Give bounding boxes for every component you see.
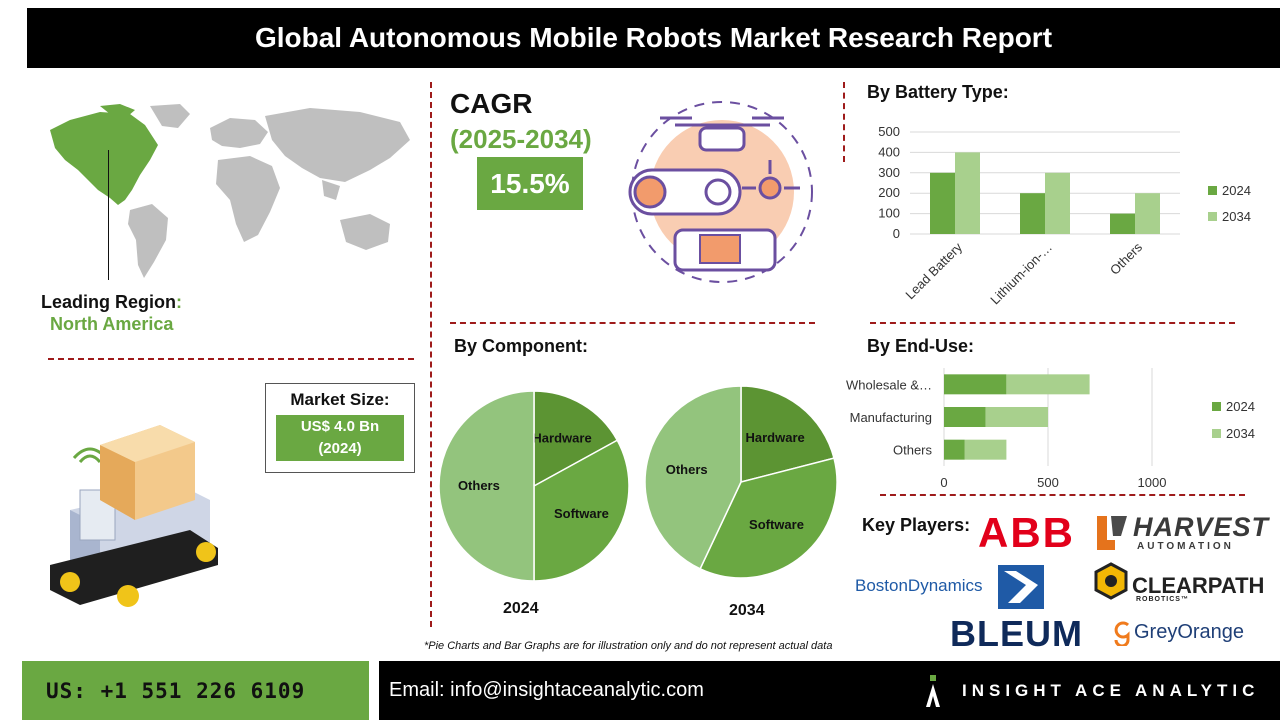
pie-year-2024: 2024 (503, 600, 539, 617)
legend-label: 2034 (1222, 209, 1251, 224)
bar-2024 (944, 407, 986, 427)
pie-slice-software (533, 439, 630, 582)
harvest-mark-icon (1097, 516, 1127, 550)
north-america-shape (50, 112, 158, 205)
component-title: By Component: (454, 336, 588, 356)
bar-2024 (944, 439, 965, 460)
footer-brand: INSIGHT ACE ANALYTIC (962, 681, 1260, 700)
legend-label: 2034 (1226, 426, 1255, 441)
battery-bar-chart: 0 100 200 300 400 500 Lead Battery Lithium-ion-… (878, 124, 1251, 308)
bar-2024 (1020, 193, 1045, 234)
region-pointer-line (108, 150, 109, 280)
pie-slice-software (699, 457, 838, 579)
y-tick-label: Wholesale &… (846, 377, 932, 392)
pie-year-2034: 2034 (729, 602, 765, 619)
legend-label: 2024 (1226, 399, 1255, 414)
disclaimer: *Pie Charts and Bar Graphs are for illus… (424, 640, 833, 652)
market-size-value: US$ 4.0 Bn (2024) (276, 415, 404, 461)
legend-swatch (1212, 429, 1221, 438)
bar-2034 (964, 439, 1007, 460)
leading-region-label: Leading Region: (41, 292, 182, 312)
legend-swatch (1208, 186, 1217, 195)
legend-swatch (1212, 402, 1221, 411)
bar-2024 (944, 374, 1007, 395)
bar-2034 (1045, 172, 1070, 234)
pie-label: Hardware (532, 431, 591, 446)
divider (48, 358, 414, 360)
cagr-value: 15.5% (477, 157, 583, 210)
footer-email[interactable]: Email: info@insightaceanalytic.com (389, 679, 704, 701)
y-tick-label: 300 (878, 165, 900, 180)
footer-bar: Email: info@insightaceanalytic.com INSIG… (379, 661, 1280, 720)
battery-title: By Battery Type: (867, 82, 1009, 102)
x-tick-label: Others (1107, 239, 1146, 278)
divider-vertical (430, 82, 432, 627)
logo-clearpath: CLEARPATH ROBOTICS™ (1092, 562, 1264, 606)
component-pie-2024: Hardware Software Others (438, 390, 630, 582)
bar-2034 (985, 407, 1048, 427)
legend-label: 2024 (1222, 183, 1251, 198)
page-title: Global Autonomous Mobile Robots Market R… (27, 8, 1280, 68)
pie-label: Software (749, 517, 804, 532)
logo-greyorange: GreyOrange (1112, 620, 1252, 646)
footer-phone[interactable]: US: +1 551 226 6109 (22, 661, 369, 720)
y-tick-label: 200 (878, 185, 900, 200)
robot-illustration (50, 425, 218, 607)
leading-region-value: North America (50, 314, 174, 334)
x-tick-label: Lead Battery (902, 239, 965, 302)
pie-slice-others (438, 390, 535, 582)
x-tick-label: 500 (1037, 475, 1059, 490)
x-tick-label: 0 (940, 475, 947, 490)
insight-ace-logo-icon (926, 675, 940, 707)
logo-boston-dynamics: BostonDynamics (855, 576, 983, 595)
boston-dynamics-mark-icon (998, 565, 1044, 609)
key-players-title: Key Players: (862, 515, 971, 535)
legend-swatch (1208, 212, 1217, 221)
bar-2034 (1006, 374, 1090, 395)
drone-illustration (628, 101, 813, 283)
logo-bleum: BLEUM (950, 613, 1083, 654)
logo-abb: ABB (978, 509, 1075, 556)
component-pie-2034: Hardware Software Others (644, 385, 838, 579)
pie-slice-others (644, 385, 742, 570)
y-tick-label: Others (893, 443, 933, 458)
greyorange-mark-icon (1114, 621, 1130, 646)
cagr-label: CAGR (450, 88, 533, 119)
x-tick-label: 1000 (1138, 475, 1167, 490)
bar-2034 (955, 152, 980, 234)
cagr-period: (2025-2034) (450, 124, 592, 154)
pie-label: Others (666, 462, 708, 477)
world-map (50, 104, 410, 278)
bar-2034 (1135, 193, 1160, 234)
y-tick-label: 100 (878, 206, 900, 221)
divider (880, 494, 1245, 496)
logo-harvest: HARVEST AUTOMATION (1095, 512, 1268, 554)
market-size-box: Market Size: US$ 4.0 Bn (2024) (265, 383, 415, 473)
pie-label: Hardware (746, 430, 805, 445)
y-tick-label: 500 (878, 124, 900, 139)
y-tick-label: 0 (893, 226, 900, 241)
pie-slice-hardware (740, 385, 835, 483)
bar-2024 (930, 172, 955, 234)
clearpath-mark-icon (1094, 562, 1128, 600)
enduse-title: By End-Use: (867, 336, 975, 356)
divider-vertical-right (843, 82, 845, 162)
y-tick-label: Manufacturing (850, 410, 932, 425)
pie-label: Others (458, 478, 500, 493)
divider (450, 322, 815, 324)
pie-slice-hardware (533, 390, 619, 488)
y-tick-label: 400 (878, 144, 900, 159)
enduse-bar-chart: 0 500 1000 Wholesale &… Manufacturing Others 2… (846, 368, 1255, 490)
x-tick-label: Lithium-ion-… (987, 240, 1055, 308)
divider (870, 322, 1235, 324)
bar-2024 (1110, 213, 1135, 234)
pie-label: Software (554, 506, 609, 521)
